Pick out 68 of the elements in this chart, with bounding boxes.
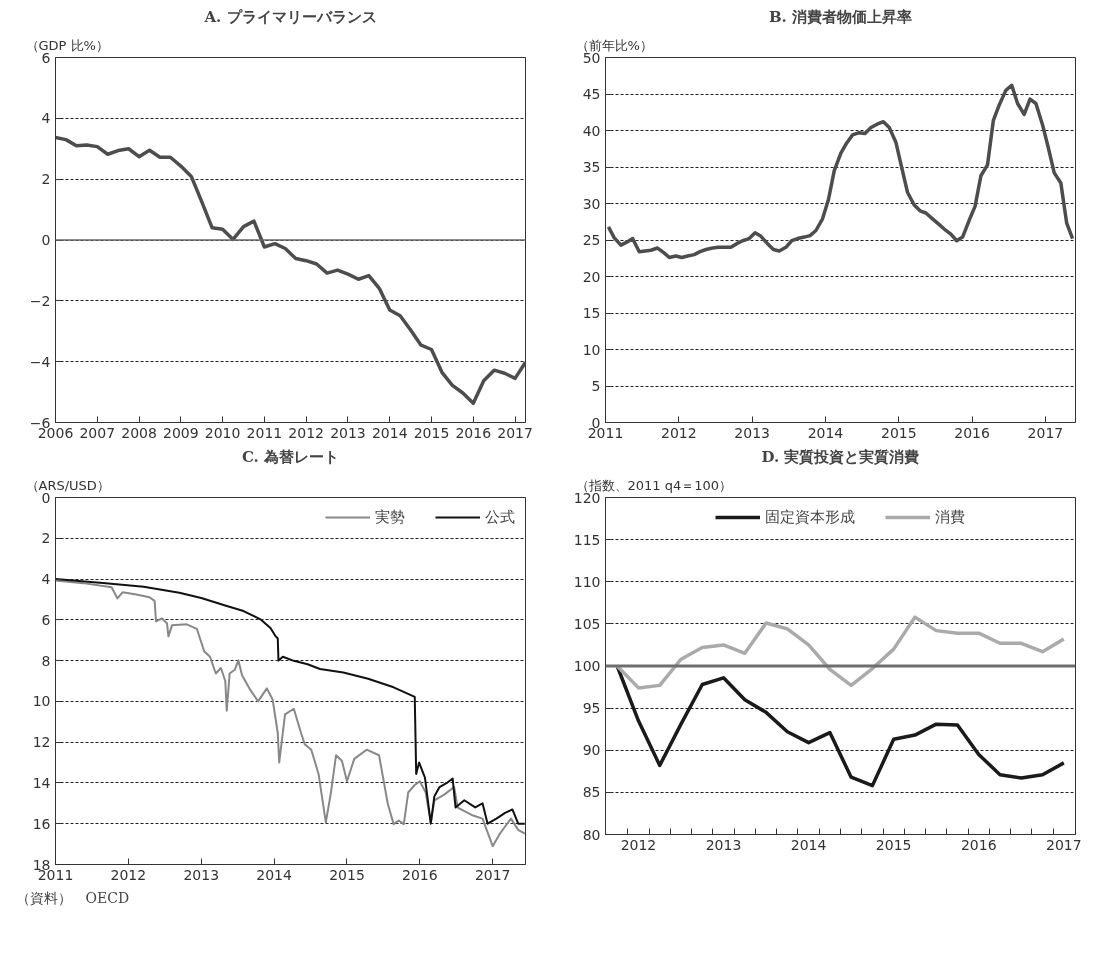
y-tick-label: 8	[41, 652, 51, 669]
legend-label: 消費	[935, 507, 965, 527]
y-tick-label: 14	[32, 774, 51, 791]
y-tick-label: 16	[32, 815, 51, 832]
y-tick-label: 40	[582, 122, 601, 139]
x-tick-label: 2013	[734, 424, 770, 441]
x-tick-label: 2013	[183, 866, 220, 883]
x-tick-label: 2017	[1045, 836, 1082, 853]
x-tick-label: 2007	[79, 424, 116, 441]
x-tick-label: 2012	[620, 836, 657, 853]
x-tick-label: 2017	[497, 424, 533, 441]
y-tick-label: 6	[41, 611, 51, 628]
y-tick-label: 2	[41, 171, 51, 188]
y-tick-label: 0	[41, 232, 51, 248]
x-tick-label: 2011	[246, 424, 283, 441]
x-tick-label: 2016	[402, 866, 438, 883]
chart-title: D. 実質投資と実質消費	[761, 447, 920, 466]
y-tick-label: −2	[29, 292, 51, 309]
y-tick-label: 85	[582, 784, 601, 801]
x-tick-label: 2012	[661, 424, 697, 441]
x-tick-label: 2013	[705, 836, 742, 853]
chart-title: C. 為替レート	[241, 447, 340, 466]
x-tick-label: 2017	[474, 866, 511, 883]
y-tick-label: 10	[32, 693, 51, 710]
y-tick-label: 100	[573, 658, 601, 674]
y-tick-label: 115	[573, 531, 601, 548]
y-tick-label: 5	[591, 378, 601, 394]
x-tick-label: 2014	[371, 424, 408, 441]
x-tick-label: 2014	[807, 424, 844, 441]
y-tick-label: 30	[582, 195, 601, 212]
legend-label: 固定資本形成	[765, 507, 855, 527]
y-tick-label: 80	[582, 826, 601, 843]
y-tick-label: 110	[573, 573, 601, 590]
y-tick-label: 15	[582, 305, 601, 321]
x-tick-label: 2012	[110, 866, 147, 883]
x-tick-label: 2012	[288, 424, 324, 441]
x-tick-label: 2016	[455, 424, 492, 441]
y-tick-label: 90	[582, 742, 601, 759]
x-tick-label: 2013	[330, 424, 366, 441]
legend-label: 公式	[485, 507, 515, 527]
y-tick-label: −4	[29, 353, 51, 370]
x-tick-label: 2015	[875, 836, 912, 853]
y-tick-label: 105	[573, 615, 601, 632]
y-tick-label: 4	[41, 110, 51, 127]
x-tick-label: 2016	[954, 424, 991, 441]
y-tick-label: 35	[582, 159, 601, 175]
x-tick-label: 2015	[413, 424, 450, 441]
y-tick-label: 10	[582, 341, 601, 358]
chart-title: A. プライマリーバランス	[203, 7, 377, 26]
x-tick-label: 2016	[960, 836, 997, 853]
x-tick-label: 2009	[163, 424, 199, 441]
y-tick-label: 95	[582, 700, 601, 717]
x-tick-label: 2008	[121, 424, 157, 441]
text: （資料） OECD	[15, 889, 130, 906]
x-tick-label: 2014	[790, 836, 827, 853]
y-tick-label: 4	[41, 571, 51, 588]
x-tick-label: 2015	[329, 866, 365, 883]
x-tick-label: 2014	[256, 866, 293, 883]
y-tick-label: 12	[32, 734, 51, 751]
y-tick-label: 25	[582, 232, 601, 248]
y-tick-label: 20	[582, 268, 601, 285]
chart-title: B. 消費者物価上昇率	[768, 7, 913, 26]
y-tick-label: 2	[41, 530, 51, 547]
x-tick-label: 2015	[880, 424, 917, 441]
legend-label: 実勢	[375, 507, 405, 527]
x-tick-label: 2017	[1027, 424, 1064, 441]
x-tick-label: 2010	[204, 424, 241, 441]
y-tick-label: 45	[582, 86, 601, 102]
